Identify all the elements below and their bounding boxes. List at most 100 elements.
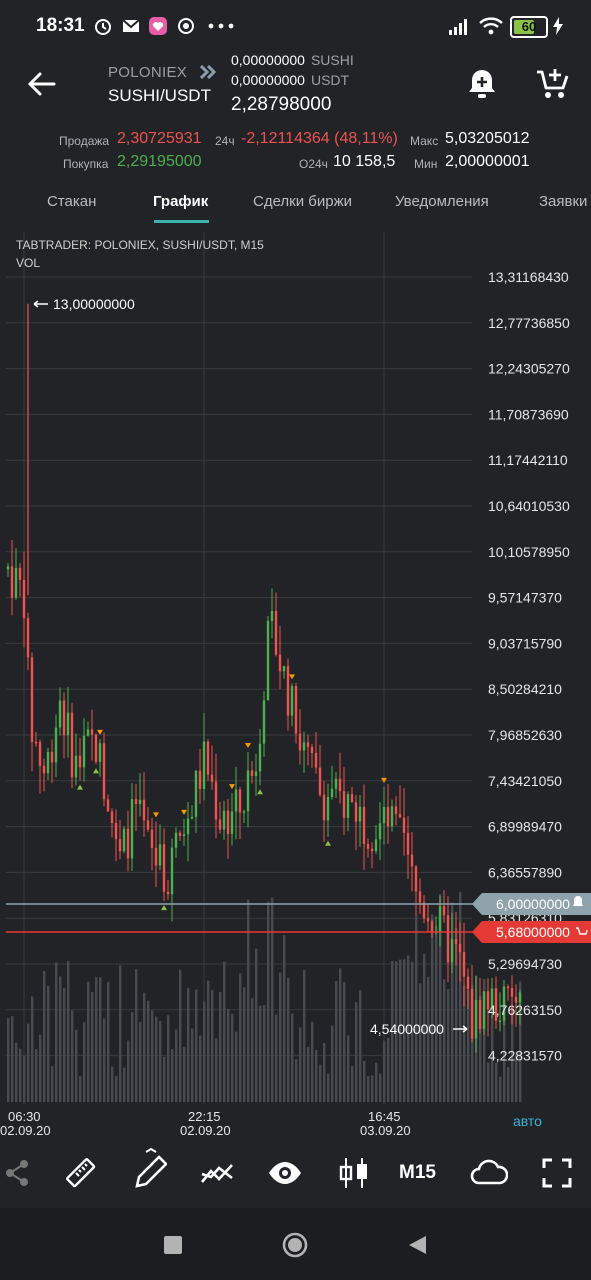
- share-icon[interactable]: [2, 1156, 36, 1190]
- volume-bars: [7, 892, 522, 1102]
- candle-body: [122, 828, 126, 852]
- candle-body: [174, 832, 178, 848]
- volume-bar: [147, 1000, 150, 1102]
- candle-body: [414, 866, 418, 892]
- candle-body: [250, 770, 254, 777]
- back-icon[interactable]: [406, 1234, 428, 1256]
- fullscreen-icon[interactable]: [540, 1156, 574, 1190]
- volume-bar: [91, 992, 94, 1102]
- volume-bar: [455, 927, 458, 1102]
- candles-icon[interactable]: [337, 1156, 371, 1190]
- volume-bar: [419, 983, 422, 1102]
- volume-bar: [195, 989, 198, 1102]
- volume-bar: [519, 981, 522, 1102]
- volume-bar: [267, 901, 270, 1102]
- volume-bar: [43, 970, 46, 1102]
- candle-body: [398, 813, 402, 818]
- candle-body: [10, 566, 14, 598]
- volume-bar: [495, 1062, 498, 1102]
- alert-price-tag[interactable]: 6,00000000: [472, 893, 591, 915]
- ruler-icon[interactable]: [64, 1156, 98, 1190]
- candle-body: [18, 567, 22, 580]
- tab-exchange-trades[interactable]: Сделки биржи: [253, 193, 353, 210]
- pair-name[interactable]: SUSHI/USDT: [108, 86, 211, 105]
- active-tab-indicator: [154, 220, 209, 223]
- candle-body: [146, 820, 150, 830]
- recents-icon[interactable]: [164, 1236, 182, 1254]
- candle-body: [318, 767, 322, 795]
- pencil-icon[interactable]: [133, 1148, 167, 1190]
- add-to-cart-icon[interactable]: [535, 66, 571, 102]
- timeframe-selector[interactable]: M15: [399, 1162, 436, 1183]
- back-arrow-icon[interactable]: [26, 68, 58, 100]
- date-label-3: 03.09.20: [360, 1123, 411, 1138]
- buy-value: 2,29195000: [117, 153, 202, 170]
- candle-body: [334, 778, 338, 789]
- auto-scale-button[interactable]: авто: [513, 1113, 542, 1129]
- status-time: 18:31: [36, 15, 85, 36]
- balance-base: 0,00000000 SUSHI: [231, 52, 354, 68]
- candle-body: [218, 819, 222, 830]
- candle-body: [490, 988, 494, 1010]
- volume-bar: [87, 981, 90, 1102]
- tab-notifications[interactable]: Уведомления: [395, 193, 489, 210]
- volume-bar: [295, 1059, 298, 1102]
- candle-body: [470, 989, 474, 1039]
- price-axis-label: 7,43421050: [488, 773, 562, 789]
- volume-bar: [135, 969, 138, 1102]
- battery-level: 60: [521, 19, 537, 34]
- volume-bar: [443, 979, 446, 1102]
- candle-body: [110, 811, 114, 823]
- buy-label: Покупка: [63, 157, 109, 171]
- candle-body: [98, 743, 102, 762]
- candle-body: [90, 729, 94, 735]
- alert-bell-icon: [573, 896, 583, 906]
- volume-bar: [75, 1029, 78, 1102]
- cloud-icon[interactable]: [470, 1156, 508, 1190]
- home-icon[interactable]: [281, 1231, 309, 1259]
- volume-bar: [491, 1015, 494, 1102]
- volume-bar: [51, 1066, 54, 1102]
- candle-body: [190, 816, 194, 819]
- order-price-tag[interactable]: 5,68000000: [472, 921, 591, 943]
- volume-bar: [187, 988, 190, 1102]
- volume-bar: [327, 1073, 330, 1102]
- candle-body: [514, 996, 518, 1003]
- volume-bar: [383, 1040, 386, 1102]
- volume-bar: [259, 1005, 262, 1102]
- candle-body: [358, 806, 362, 822]
- volume-bar: [227, 1008, 230, 1102]
- add-alert-icon[interactable]: [466, 67, 498, 101]
- volume-bar: [215, 1038, 218, 1102]
- eye-icon[interactable]: [268, 1156, 302, 1190]
- volume-bar: [283, 935, 286, 1102]
- candle-body: [26, 618, 30, 658]
- candle-body: [286, 666, 290, 716]
- candle-body: [166, 891, 170, 895]
- candle-body: [182, 834, 186, 836]
- indicators-icon[interactable]: [200, 1156, 234, 1190]
- candle-body: [22, 579, 26, 619]
- candle-body: [70, 712, 74, 778]
- volume-bar: [403, 959, 406, 1102]
- tab-chart[interactable]: График: [153, 193, 209, 210]
- tab-orders[interactable]: Заявки: [539, 193, 588, 210]
- volume-bar: [343, 982, 346, 1102]
- volume-bar: [55, 962, 58, 1102]
- battery-icon: 60: [510, 16, 548, 38]
- time-label-2: 22:15: [188, 1109, 221, 1124]
- price-chart[interactable]: TABTRADER: POLONIEX, SUSHI/USDT, M15 VOL…: [0, 228, 591, 1138]
- candle-body: [478, 999, 482, 1029]
- candle-body: [510, 988, 514, 997]
- price-axis-label: 11,17442110: [488, 452, 568, 468]
- volume-bar: [275, 1014, 278, 1102]
- buy-signal-marker: [325, 840, 331, 846]
- tab-orderbook[interactable]: Стакан: [47, 193, 97, 210]
- volume-bar: [447, 989, 450, 1102]
- candle-body: [410, 854, 414, 867]
- candle-body: [302, 742, 306, 751]
- volume-bar: [95, 977, 98, 1102]
- low-marker-label: 4,54000000: [370, 1021, 444, 1037]
- volume-bar: [351, 1066, 354, 1102]
- volume-bar: [155, 1016, 158, 1102]
